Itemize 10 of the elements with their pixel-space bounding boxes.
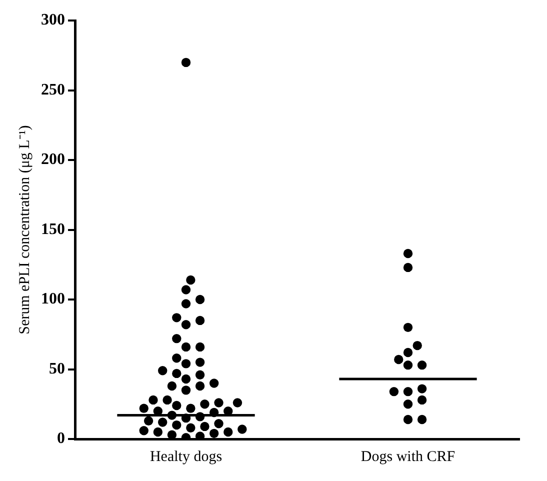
y-axis-title: Serum ePLI concentration (μg L⁻¹) [16, 125, 33, 334]
x-tick-label: Healty dogs [150, 448, 222, 465]
y-tick-label: 100 [41, 290, 65, 308]
y-tick-label: 0 [57, 430, 65, 448]
y-tick-label: 250 [41, 81, 65, 98]
y-tick-label: 200 [41, 151, 65, 168]
y-tick-label: 300 [41, 12, 65, 29]
x-tick-label: Dogs with CRF [360, 448, 456, 465]
y-tick-label: 50 [49, 360, 65, 378]
y-tick-label: 150 [41, 220, 65, 238]
